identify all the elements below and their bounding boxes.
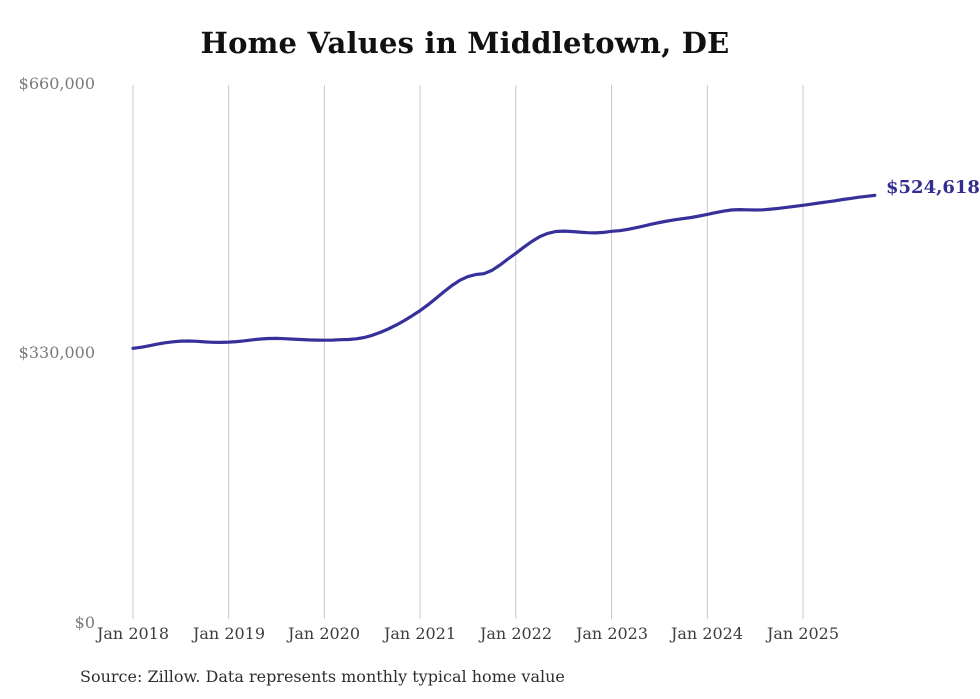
x-axis-tick-jan-2025: Jan 2025 bbox=[766, 624, 840, 643]
latest-value-label: $524,618 bbox=[886, 177, 980, 198]
x-axis-tick-jan-2024: Jan 2024 bbox=[670, 624, 744, 643]
x-axis-tick-jan-2018: Jan 2018 bbox=[96, 624, 170, 643]
x-axis-tick-jan-2023: Jan 2023 bbox=[575, 624, 649, 643]
vertical-gridlines bbox=[132, 85, 804, 619]
y-axis-tick-660000: $660,000 bbox=[18, 74, 95, 93]
y-axis-tick-0: $0 bbox=[74, 613, 95, 632]
source-note: Source: Zillow. Data represents monthly … bbox=[80, 667, 565, 686]
x-axis-tick-jan-2020: Jan 2020 bbox=[287, 624, 361, 643]
x-axis-tick-jan-2021: Jan 2021 bbox=[383, 624, 457, 643]
x-axis-tick-jan-2022: Jan 2022 bbox=[479, 624, 553, 643]
x-axis-tick-jan-2019: Jan 2019 bbox=[192, 624, 266, 643]
home-value-line bbox=[131, 193, 877, 350]
chart-title: Home Values in Middletown, DE bbox=[200, 26, 730, 60]
y-axis-tick-330000: $330,000 bbox=[18, 343, 95, 362]
